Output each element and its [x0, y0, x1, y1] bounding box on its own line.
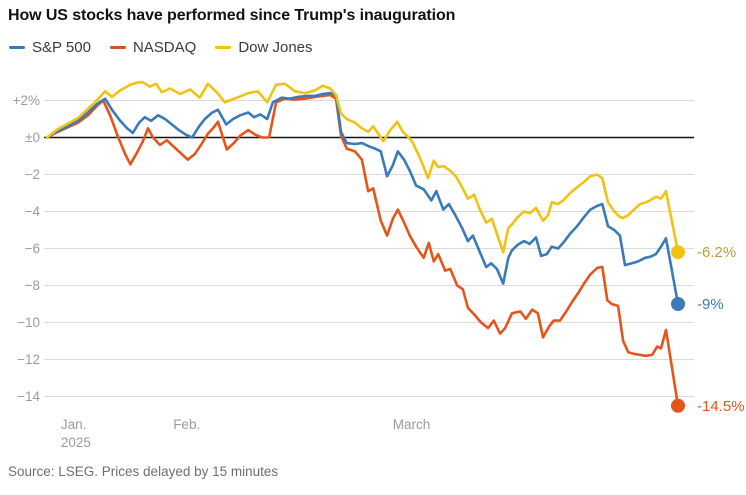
series-line-s-p-500: [45, 91, 680, 306]
legend-label-nasdaq: NASDAQ: [132, 39, 197, 56]
x-tick-label: Feb.: [173, 417, 200, 432]
legend-swatch-nasdaq-icon: [109, 46, 126, 49]
end-label-dow-jones: -6.2%: [697, 244, 736, 261]
end-label-s-p-500: -9%: [697, 296, 724, 313]
end-label-nasdaq: -14.5%: [697, 398, 745, 415]
end-dot-s-p-500: [671, 297, 685, 311]
legend-swatch-dowjones-icon: [215, 46, 232, 49]
chart-legend: S&P 500 NASDAQ Dow Jones: [9, 39, 313, 56]
legend-label-dowjones: Dow Jones: [238, 39, 313, 56]
legend-label-sp500: S&P 500: [32, 39, 91, 56]
legend-item-nasdaq: NASDAQ: [109, 39, 197, 56]
y-tick-label: −14: [17, 389, 40, 404]
y-tick-label: −4: [25, 204, 41, 219]
page-title: How US stocks have performed since Trump…: [8, 7, 456, 24]
y-tick-label: −10: [17, 315, 40, 330]
source-note: Source: LSEG. Prices delayed by 15 minut…: [8, 464, 279, 479]
y-tick-label: −2: [25, 167, 40, 182]
end-dot-nasdaq: [671, 398, 685, 413]
legend-swatch-sp500-icon: [9, 46, 25, 49]
legend-item-dowjones: Dow Jones: [215, 39, 313, 56]
y-tick-label: −8: [25, 278, 40, 293]
y-tick-label: −12: [17, 352, 40, 367]
series-line-dow-jones: [45, 80, 680, 254]
y-tick-label: +2%: [13, 93, 40, 108]
x-tick-label: Jan.: [61, 417, 87, 432]
end-dot-dow-jones: [671, 245, 685, 260]
x-tick-sublabel: 2025: [61, 435, 91, 450]
y-tick-label: −6: [25, 241, 40, 256]
legend-item-sp500: S&P 500: [9, 39, 91, 56]
x-tick-label: March: [393, 417, 431, 432]
series-line-nasdaq: [45, 93, 680, 408]
y-tick-label: ±0: [25, 130, 40, 145]
